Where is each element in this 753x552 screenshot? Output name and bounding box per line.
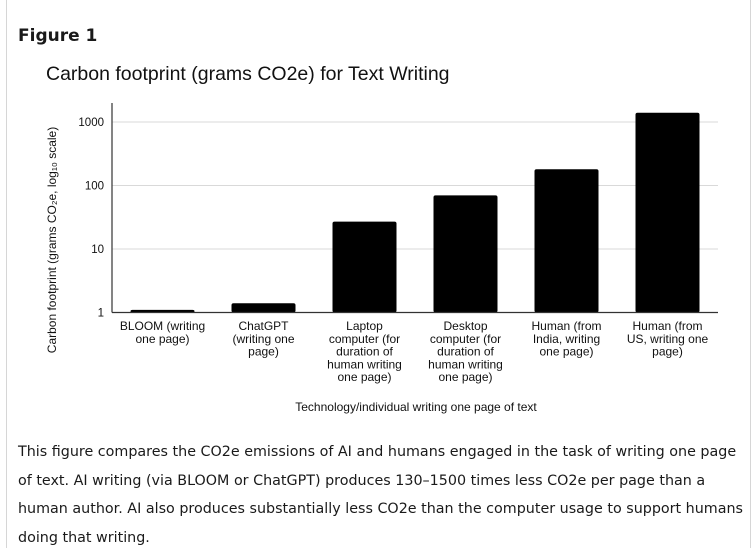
y-tick-label: 10 xyxy=(91,244,104,256)
y-axis-label: Carbon footprint (grams CO₂e, log₁₀ scal… xyxy=(45,127,59,353)
y-tick-label: 100 xyxy=(85,181,104,193)
figure-caption: This figure compares the CO2e emissions … xyxy=(18,444,744,546)
x-axis-label: Technology/individual writing one page o… xyxy=(295,400,537,414)
x-category-label: ChatGPT (writing one page) xyxy=(232,319,294,359)
y-tick-label: 1 xyxy=(98,308,104,320)
x-category-label: Laptop computer (for duration of human writ… xyxy=(327,319,402,384)
x-category-label: Human (from India, writing one page) xyxy=(531,319,601,359)
chart-title: Carbon footprint (grams CO2e) for Text W… xyxy=(46,63,450,85)
bar xyxy=(433,195,498,313)
y-tick-labels: 1 10 100 1000 xyxy=(78,117,104,320)
x-category-label: Human (from US, writing one page) xyxy=(627,319,709,359)
chart-axes xyxy=(111,103,718,314)
chart-gridlines xyxy=(112,121,718,250)
bar xyxy=(534,169,599,313)
x-category-label: Desktop computer (for duration of human wri… xyxy=(428,319,503,384)
bar xyxy=(231,303,296,313)
bar xyxy=(635,112,700,313)
figure-label: Figure 1 xyxy=(18,26,98,46)
y-tick-label: 1000 xyxy=(78,117,104,129)
figure-frame xyxy=(6,0,751,548)
bar-chart: Carbon footprint (grams CO2e) for Text W… xyxy=(45,63,718,414)
x-category-label: BLOOM (writing one page) xyxy=(120,319,205,346)
bar xyxy=(130,309,195,313)
chart-bars xyxy=(130,112,700,313)
x-category-labels: BLOOM (writing one page) ChatGPT (writing o… xyxy=(120,319,709,384)
bar xyxy=(332,221,397,313)
